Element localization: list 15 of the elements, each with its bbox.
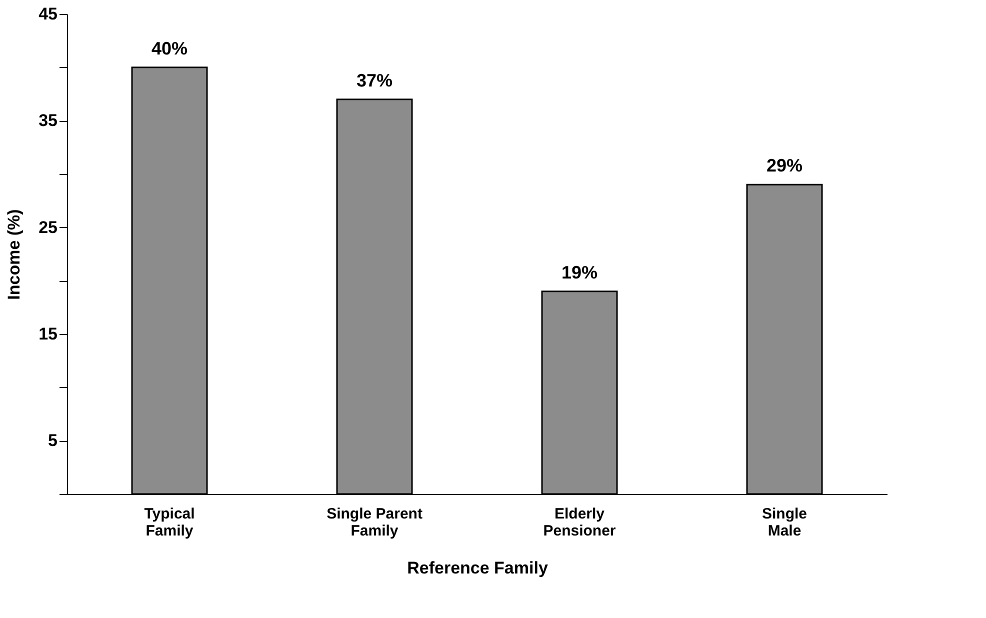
data-label: 37% xyxy=(356,70,393,90)
x-axis-title: Reference Family xyxy=(407,558,548,578)
x-tick-label: Single Male xyxy=(762,506,808,540)
data-label: 29% xyxy=(766,156,803,176)
y-tick-label: 45 xyxy=(38,4,58,24)
data-label: 40% xyxy=(151,38,188,58)
y-tick-label: 15 xyxy=(38,324,58,344)
x-tick-label: Elderly Pensioner xyxy=(543,506,616,540)
y-axis-title: Income (%) xyxy=(4,209,24,300)
x-tick-label: Typical Family xyxy=(144,506,195,540)
x-tick-label: Single Parent Family xyxy=(326,506,422,540)
data-label: 19% xyxy=(561,262,598,282)
y-tick-label: 25 xyxy=(38,218,58,237)
y-tick-label: 35 xyxy=(38,111,58,130)
y-tick-label: 5 xyxy=(48,431,58,450)
